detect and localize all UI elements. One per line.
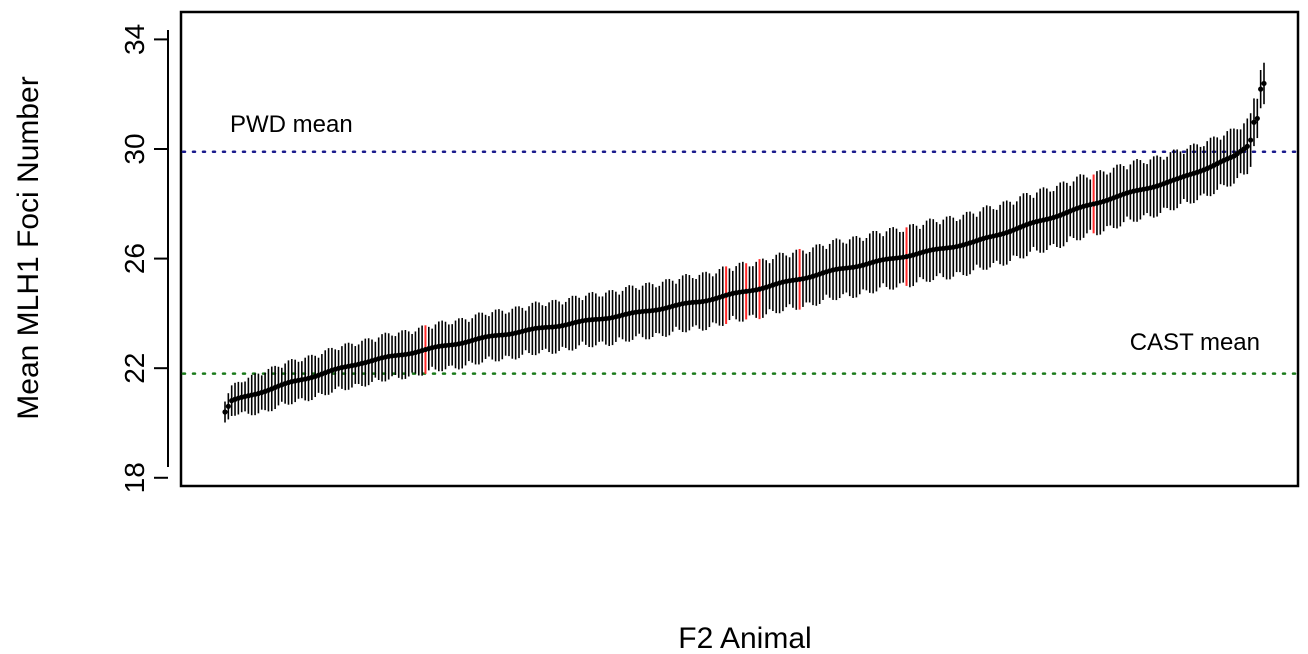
y-tick-label: 30 [119,133,150,164]
data-point [1258,86,1264,92]
x-axis-title: F2 Animal [678,622,811,654]
data-point [1254,115,1260,122]
y-tick-label: 26 [119,243,150,274]
data-point [225,403,231,409]
plot-frame [179,10,1300,488]
pwd-mean-label: PWD mean [230,111,353,138]
error-bars [224,62,1265,423]
data-point [1261,80,1267,87]
y-tick-label: 22 [119,353,150,384]
y-tick-label: 18 [119,462,150,493]
data-point [1248,137,1254,143]
data-point [1251,119,1257,125]
data-point [1244,143,1250,149]
y-axis-ticks: 18 22 26 30 34 [119,24,168,493]
y-tick-label: 34 [119,24,150,55]
data-points [222,80,1267,415]
y-axis-title: Mean MLH1 Foci Number [12,76,45,419]
cast-mean-label: CAST mean [1130,329,1260,356]
data-point [222,409,228,415]
